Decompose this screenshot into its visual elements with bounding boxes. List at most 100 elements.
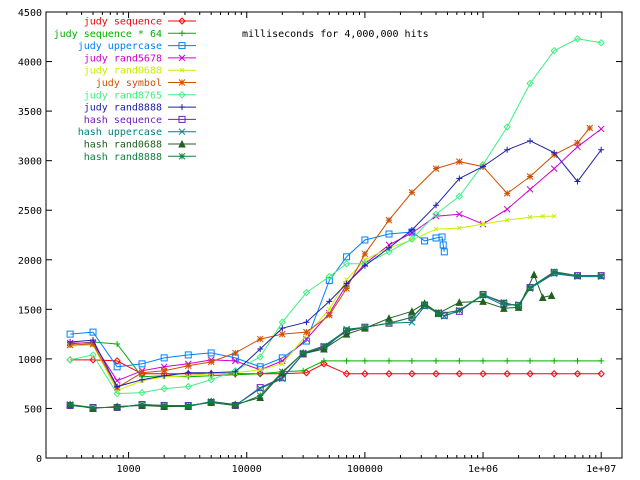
data-point [455, 210, 463, 218]
data-point [232, 368, 239, 375]
data-point [278, 357, 286, 365]
data-point [138, 401, 146, 408]
data-point [138, 360, 146, 368]
data-point [385, 370, 393, 378]
legend-marker [179, 30, 185, 37]
data-point [343, 280, 350, 287]
y-tick-label: 3000 [18, 157, 42, 168]
data-point [500, 304, 508, 312]
series-11 [66, 268, 605, 411]
data-point [89, 404, 97, 411]
data-point [361, 236, 369, 244]
x-tick-label: 1e+06 [468, 464, 498, 475]
data-point [299, 349, 307, 357]
legend-marker [179, 67, 185, 73]
data-point [138, 369, 146, 377]
data-point [597, 39, 605, 47]
data-point [113, 404, 121, 411]
data-point [421, 237, 429, 245]
legend-label: judy rand8888 [84, 103, 162, 114]
data-point [342, 370, 351, 378]
data-point [231, 349, 239, 357]
data-point [279, 361, 285, 367]
data-point [550, 46, 558, 55]
legend-marker [178, 152, 186, 160]
data-point [408, 227, 415, 234]
x-tick-label: 1e+07 [586, 464, 616, 475]
data-point [480, 221, 486, 227]
data-point [527, 214, 533, 220]
data-point [326, 298, 333, 305]
y-tick-label: 2000 [18, 256, 42, 267]
legend-label: judy rand0688 [84, 66, 162, 77]
data-point [480, 357, 487, 364]
data-point [598, 357, 605, 364]
series-line [70, 272, 602, 408]
data-point [503, 190, 511, 197]
data-point [573, 35, 582, 43]
data-point [278, 375, 286, 383]
series-line [70, 273, 552, 409]
data-point [320, 360, 328, 368]
data-point [343, 357, 350, 364]
data-point [408, 307, 416, 315]
data-point [504, 217, 510, 223]
data-point [114, 341, 121, 348]
data-point [139, 376, 146, 383]
data-point [455, 298, 464, 306]
y-tick-label: 4500 [18, 8, 42, 19]
data-point [574, 357, 581, 364]
data-point [361, 262, 368, 269]
series-7 [67, 137, 605, 390]
data-point [160, 367, 168, 375]
data-point [440, 312, 448, 320]
legend-marker [178, 54, 186, 62]
data-point [504, 357, 511, 364]
data-point [361, 323, 369, 331]
data-point [303, 328, 310, 336]
data-point [526, 186, 534, 193]
data-point [256, 335, 264, 343]
y-tick-label: 3500 [18, 107, 42, 118]
data-point [408, 318, 416, 326]
series-9 [66, 270, 605, 411]
series-line [70, 128, 602, 382]
data-point [526, 79, 534, 88]
data-point [574, 272, 581, 279]
data-point [67, 339, 74, 346]
data-point [530, 270, 538, 279]
data-point [256, 392, 264, 399]
y-tick-label: 500 [24, 404, 42, 415]
data-point [408, 370, 416, 378]
data-point [300, 367, 307, 374]
y-tick-label: 2500 [18, 206, 42, 217]
data-point [303, 319, 310, 326]
data-point [538, 293, 547, 301]
data-point [184, 403, 192, 410]
data-point [515, 303, 522, 310]
legend-label: judy rand5678 [84, 53, 162, 64]
data-point [231, 402, 239, 409]
series-layer [66, 35, 605, 412]
data-point [344, 277, 349, 282]
y-tick-label: 1000 [18, 355, 42, 366]
data-point [433, 226, 439, 232]
series-line [70, 271, 602, 408]
data-point [550, 268, 558, 276]
data-point [342, 329, 351, 338]
data-point [278, 368, 286, 376]
data-point [455, 306, 463, 314]
data-point [527, 357, 534, 364]
data-point [504, 146, 511, 153]
legend-label: hash uppercase [78, 127, 162, 138]
data-point [207, 398, 215, 405]
data-point [161, 372, 168, 379]
legend-label: judy symbol [96, 78, 162, 89]
data-point [361, 250, 369, 258]
data-point [207, 358, 215, 366]
data-point [256, 353, 264, 361]
data-point [320, 357, 327, 364]
data-point [257, 345, 264, 352]
data-point [325, 311, 333, 319]
data-point [160, 354, 168, 362]
